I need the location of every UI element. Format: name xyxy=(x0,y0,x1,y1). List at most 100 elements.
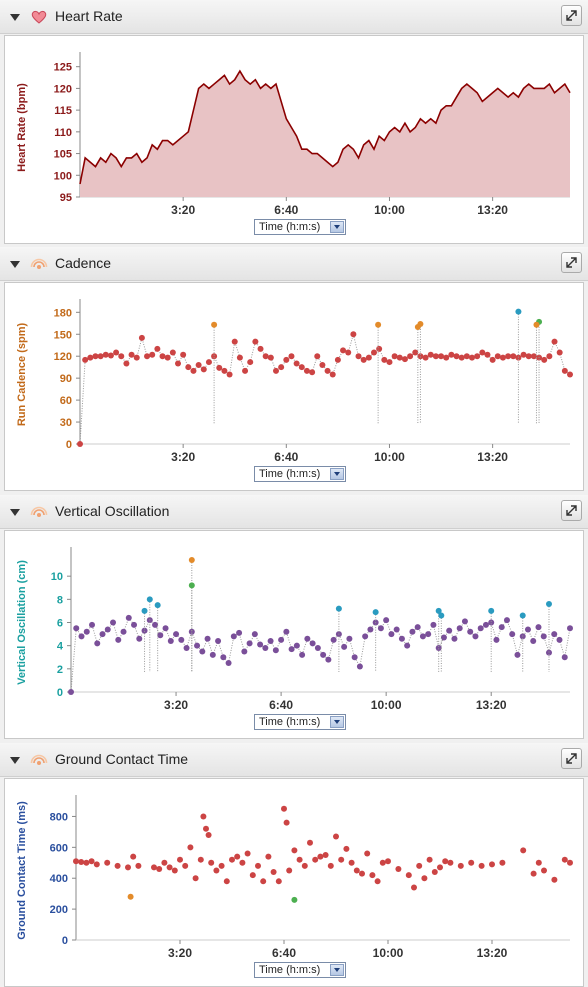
data-point xyxy=(130,853,137,860)
data-point xyxy=(510,353,517,360)
data-point xyxy=(525,353,532,360)
data-point xyxy=(324,367,331,374)
data-point xyxy=(283,628,290,635)
data-point xyxy=(246,640,253,647)
highlight-point xyxy=(375,321,382,328)
x-tick-label: 6:40 xyxy=(269,698,293,712)
data-point xyxy=(447,859,454,866)
data-point xyxy=(379,859,386,866)
data-point xyxy=(396,354,403,361)
data-point xyxy=(435,644,442,651)
expand-button[interactable] xyxy=(561,252,582,273)
highlight-point xyxy=(154,602,161,609)
vertical-oscillation-chart: 0 2 4 6 8 10 3:20 6:40 10:00 13:20 Vertical Oscill… xyxy=(4,530,584,739)
data-point xyxy=(213,867,220,874)
panel-header-vertical-oscillation[interactable]: Vertical Oscillation xyxy=(0,495,588,529)
data-point xyxy=(556,636,563,643)
panel-title: Cadence xyxy=(55,255,112,271)
x-tick-label: 3:20 xyxy=(168,946,192,960)
y-tick-label: 4 xyxy=(57,641,64,653)
highlight-point xyxy=(519,612,526,619)
data-point xyxy=(180,351,187,358)
data-point xyxy=(199,648,206,655)
highlight-point xyxy=(515,308,522,315)
y-tick-label: 120 xyxy=(54,83,72,95)
collapse-triangle-icon[interactable] xyxy=(10,757,20,764)
data-point xyxy=(468,859,475,866)
data-point xyxy=(107,352,114,359)
expand-button[interactable] xyxy=(561,748,582,769)
data-point xyxy=(391,353,398,360)
data-point xyxy=(505,353,512,360)
panel-header-cadence[interactable]: Cadence xyxy=(0,247,588,281)
y-tick-label: 400 xyxy=(50,873,68,885)
data-point xyxy=(167,638,174,645)
y-axis-label: Ground Contact Time (ms) xyxy=(16,801,28,940)
panel-header-ground-contact-time[interactable]: Ground Contact Time xyxy=(0,743,588,777)
data-point xyxy=(520,351,527,358)
data-point xyxy=(231,338,238,345)
data-point xyxy=(307,839,313,846)
collapse-triangle-icon[interactable] xyxy=(10,261,20,268)
expand-button[interactable] xyxy=(561,500,582,521)
data-point xyxy=(309,369,316,376)
expand-arrows-icon xyxy=(566,10,577,21)
data-point xyxy=(178,636,185,643)
data-point xyxy=(283,819,290,826)
data-point xyxy=(409,628,416,635)
data-point xyxy=(317,853,324,860)
data-point xyxy=(234,853,241,860)
expand-button[interactable] xyxy=(561,5,582,26)
data-point xyxy=(515,354,522,361)
data-point xyxy=(393,626,400,633)
data-point xyxy=(154,345,161,352)
highlight-point xyxy=(141,607,148,614)
data-point xyxy=(530,870,537,877)
collapse-triangle-icon[interactable] xyxy=(10,509,20,516)
highlight-point xyxy=(545,600,552,607)
data-point xyxy=(359,870,365,877)
data-point xyxy=(371,349,377,356)
data-point xyxy=(383,617,390,624)
data-point xyxy=(123,360,130,367)
time-axis-select[interactable]: Time (h:m:s) xyxy=(254,466,346,482)
dropdown-arrow-icon[interactable] xyxy=(330,964,344,976)
data-point xyxy=(185,364,192,371)
time-axis-select[interactable]: Time (h:m:s) xyxy=(254,714,346,730)
dropdown-arrow-icon[interactable] xyxy=(330,221,344,233)
data-point xyxy=(314,353,321,360)
data-point xyxy=(494,353,501,360)
data-point xyxy=(88,858,95,865)
data-point xyxy=(136,635,143,642)
data-point xyxy=(288,353,295,360)
data-point xyxy=(545,649,552,656)
time-select-label: Time (h:m:s) xyxy=(259,964,321,976)
data-point xyxy=(499,354,506,361)
data-point xyxy=(477,625,484,632)
dropdown-arrow-icon[interactable] xyxy=(330,468,344,480)
collapse-triangle-icon[interactable] xyxy=(10,14,20,21)
data-point xyxy=(120,628,127,635)
x-tick-label: 13:20 xyxy=(477,946,508,960)
data-point xyxy=(195,361,202,368)
data-point xyxy=(152,621,159,628)
data-point xyxy=(514,651,521,658)
data-point xyxy=(503,617,510,624)
highlight-point xyxy=(417,321,424,328)
panel-title: Heart Rate xyxy=(55,8,123,24)
heart-rate-chart: 95 100 105 110 115 120 125 3:20 6:40 10:00 13:20 He… xyxy=(4,35,584,244)
data-point xyxy=(270,869,277,876)
highlight-point xyxy=(533,321,540,328)
data-point xyxy=(451,635,458,642)
data-point xyxy=(540,633,547,640)
panel-header-heart-rate[interactable]: Heart Rate xyxy=(0,0,588,34)
dropdown-arrow-icon[interactable] xyxy=(330,716,344,728)
data-point xyxy=(377,625,384,632)
data-point xyxy=(463,353,470,360)
highlight-point xyxy=(188,582,195,589)
time-axis-select[interactable]: Time (h:m:s) xyxy=(254,962,346,978)
data-point xyxy=(333,833,339,840)
time-axis-select[interactable]: Time (h:m:s) xyxy=(254,219,346,235)
data-point xyxy=(388,631,395,638)
data-point xyxy=(149,351,156,358)
